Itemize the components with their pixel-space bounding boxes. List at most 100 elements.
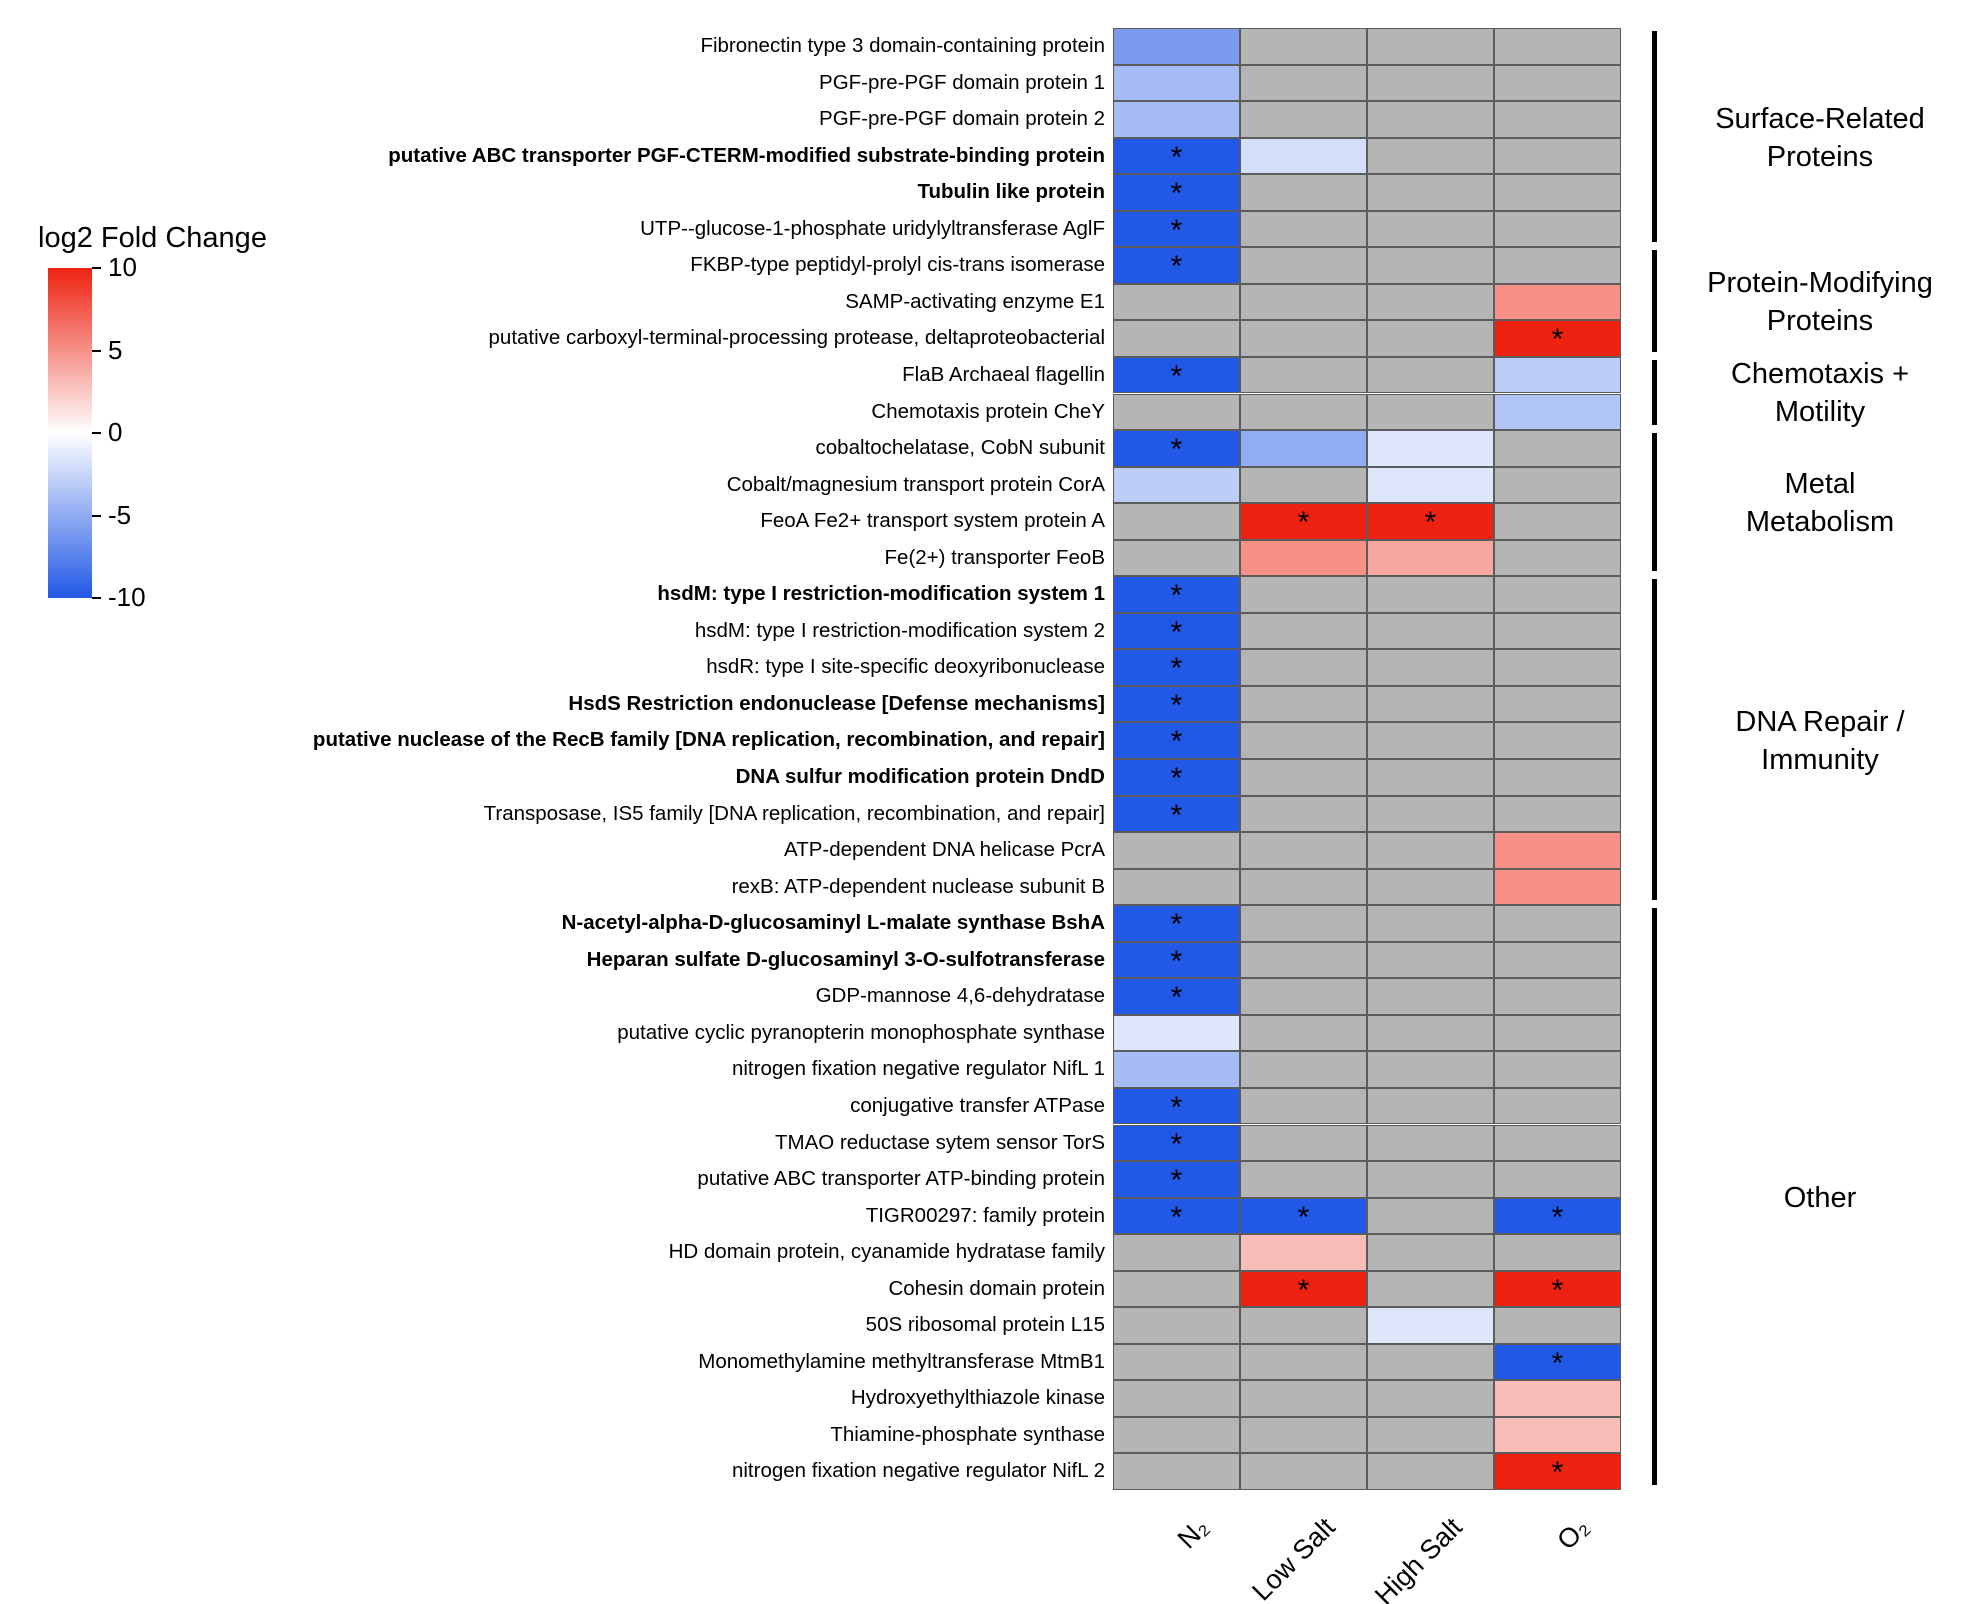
heatmap-cell — [1367, 466, 1494, 504]
heatmap-cell — [1367, 539, 1494, 577]
row-label: GDP-mannose 4,6-dehydratase — [815, 984, 1105, 1008]
heatmap-cell — [1494, 430, 1621, 467]
heatmap-cell: * — [1113, 210, 1240, 248]
significance-star: * — [1551, 1273, 1564, 1307]
heatmap-cell — [1113, 1270, 1240, 1308]
group-label: Metal Metabolism — [1665, 430, 1975, 576]
significance-star: * — [1297, 506, 1310, 540]
heatmap-cell — [1494, 539, 1621, 577]
heatmap-cell — [1367, 64, 1494, 102]
heatmap-cell: * — [1494, 1197, 1621, 1235]
significance-star: * — [1170, 652, 1183, 686]
heatmap-cell — [1494, 503, 1621, 540]
significance-star: * — [1170, 1200, 1183, 1234]
heatmap-cell — [1113, 1453, 1240, 1490]
heatmap-cell — [1367, 722, 1494, 759]
heatmap-cell — [1367, 1343, 1494, 1381]
heatmap-cell — [1240, 64, 1367, 102]
legend-tick-label: 0 — [108, 417, 123, 447]
heatmap-cell — [1240, 905, 1367, 942]
significance-star: * — [1170, 359, 1183, 393]
row-label: FlaB Archaeal flagellin — [902, 362, 1105, 386]
heatmap-cell — [1240, 1087, 1367, 1125]
significance-star: * — [1170, 944, 1183, 978]
heatmap-cell — [1113, 1380, 1240, 1417]
heatmap-cell — [1240, 612, 1367, 650]
heatmap-cell — [1240, 174, 1367, 211]
heatmap-cell — [1240, 941, 1367, 979]
heatmap-cell — [1113, 393, 1240, 431]
heatmap-cell — [1494, 1051, 1621, 1088]
row-label: Heparan sulfate D-glucosaminyl 3-O-sulfo… — [586, 947, 1105, 971]
row-label: putative nuclease of the RecB family [DN… — [312, 728, 1105, 752]
row-label: PGF-pre-PGF domain protein 1 — [819, 70, 1105, 94]
row-label: putative cyclic pyranopterin monophospha… — [617, 1020, 1105, 1044]
row-label: DNA sulfur modification protein DndD — [735, 765, 1105, 788]
heatmap-cell — [1494, 247, 1621, 284]
row-label: cobaltochelatase, CobN subunit — [815, 436, 1105, 460]
row-label: putative carboxyl-terminal-processing pr… — [488, 326, 1105, 350]
legend-tick-label: 5 — [108, 334, 123, 365]
legend-tick-label: -5 — [108, 499, 132, 530]
heatmap-cell — [1113, 1051, 1240, 1088]
heatmap-cell — [1494, 868, 1621, 906]
heatmap-cell — [1240, 978, 1367, 1015]
heatmap-cell: * — [1494, 1270, 1621, 1308]
heatmap-cell — [1367, 612, 1494, 650]
heatmap-cell — [1240, 539, 1367, 577]
heatmap-cell — [1240, 576, 1367, 613]
significance-star: * — [1170, 908, 1183, 942]
heatmap-cell: * — [1113, 1087, 1240, 1125]
heatmap-cell: * — [1113, 978, 1240, 1015]
group-label-line: Proteins — [1766, 140, 1874, 173]
heatmap-cell — [1367, 1087, 1494, 1125]
heatmap-cell — [1494, 393, 1621, 431]
row-label: 50S ribosomal protein L15 — [865, 1313, 1105, 1337]
heatmap-cell — [1367, 1453, 1494, 1490]
heatmap-cell — [1113, 64, 1240, 102]
heatmap-cell — [1367, 1197, 1494, 1235]
legend-gradient — [48, 268, 92, 598]
heatmap-cell — [1367, 1124, 1494, 1162]
heatmap-cell — [1367, 868, 1494, 906]
row-label: UTP--glucose-1-phosphate uridylyltransfe… — [640, 216, 1105, 240]
group-label-line: Other — [1783, 1181, 1857, 1214]
heatmap-cell — [1240, 649, 1367, 686]
heatmap-cell — [1113, 539, 1240, 577]
heatmap-cell — [1367, 137, 1494, 175]
column-label: N₂ — [1171, 1512, 1214, 1555]
heatmap-cell — [1240, 137, 1367, 175]
group-bracket — [1652, 579, 1657, 901]
heatmap-cell — [1494, 137, 1621, 175]
heatmap-cell — [1240, 1416, 1367, 1454]
legend-tick-label: 10 — [108, 252, 137, 282]
heatmap-cell — [1367, 210, 1494, 248]
heatmap-cell — [1113, 1234, 1240, 1271]
significance-star: * — [1551, 1456, 1564, 1490]
heatmap-cell: * — [1113, 430, 1240, 467]
heatmap-cell — [1494, 905, 1621, 942]
heatmap-cell: * — [1113, 174, 1240, 211]
heatmap-cell: * — [1240, 503, 1367, 540]
group-label: Protein-Modifying Proteins — [1665, 247, 1975, 357]
group-label-line: Proteins — [1766, 305, 1874, 338]
significance-star: * — [1170, 762, 1183, 795]
heatmap-cell — [1240, 685, 1367, 723]
heatmap-cell — [1367, 1307, 1494, 1344]
group-label: Surface-Related Proteins — [1665, 28, 1975, 247]
row-label: Monomethylamine methyltransferase MtmB1 — [698, 1349, 1105, 1373]
group-label-line: Protein-Modifying — [1707, 267, 1933, 300]
heatmap-cell: * — [1367, 503, 1494, 540]
heatmap-cell — [1494, 1014, 1621, 1052]
heatmap-cell — [1367, 320, 1494, 357]
row-label: hsdM: type I restriction-modification sy… — [694, 618, 1105, 642]
group-bracket — [1652, 250, 1657, 352]
heatmap-cell — [1367, 905, 1494, 942]
heatmap-cell — [1113, 28, 1240, 65]
heatmap-cell — [1494, 356, 1621, 394]
heatmap-cell — [1240, 356, 1367, 394]
row-label: TMAO reductase sytem sensor TorS — [774, 1130, 1105, 1154]
heatmap-cell: * — [1113, 1197, 1240, 1235]
row-label: Cobalt/magnesium transport protein CorA — [726, 472, 1105, 496]
significance-star: * — [1170, 981, 1183, 1015]
